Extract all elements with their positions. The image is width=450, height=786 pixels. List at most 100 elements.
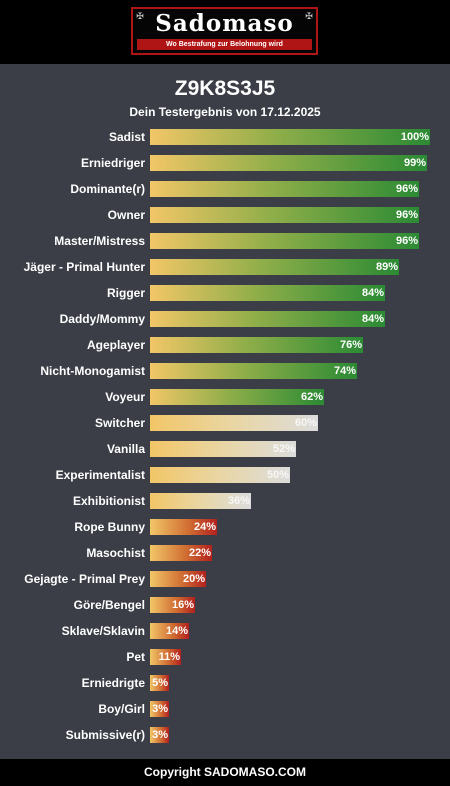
result-row: Ageplayer 76% [0, 336, 450, 354]
result-row: Pet 11% [0, 648, 450, 666]
category-label: Nicht-Monogamist [40, 364, 145, 378]
score-bar: 76% [150, 337, 363, 353]
category-label: Daddy/Mommy [59, 312, 145, 326]
result-title: Z9K8S3J5 [174, 77, 276, 100]
result-row: Göre/Bengel 16% [0, 596, 450, 614]
score-value-label: 60% [294, 417, 317, 429]
score-bar: 99% [150, 155, 427, 171]
score-value-label: 52% [272, 443, 295, 455]
score-bar: 96% [150, 233, 419, 249]
result-row: Vanilla 52% [0, 440, 450, 458]
result-row: Masochist 22% [0, 544, 450, 562]
score-value-label: 84% [361, 287, 384, 299]
category-label: Göre/Bengel [73, 598, 145, 612]
site-logo[interactable]: ✠ ✠ Sadomaso Wo Bestrafung zur Belohnung… [131, 7, 318, 55]
category-label: Erniedrigte [81, 676, 145, 690]
result-row: Erniedrigte 5% [0, 674, 450, 692]
result-row: Daddy/Mommy 84% [0, 310, 450, 328]
result-subtitle: Dein Testergebnis von 17.12.2025 [129, 105, 321, 119]
score-bar: 74% [150, 363, 357, 379]
category-label: Erniedriger [80, 156, 145, 170]
score-value-label: 22% [188, 547, 211, 559]
result-row: Rope Bunny 24% [0, 518, 450, 536]
score-value-label: 62% [300, 391, 323, 403]
category-label: Exhibitionist [73, 494, 145, 508]
result-row: Switcher 60% [0, 414, 450, 432]
score-value-label: 14% [165, 625, 188, 637]
score-bar: 50% [150, 467, 290, 483]
footer: Copyright SADOMASO.COM [0, 759, 450, 786]
category-label: Ageplayer [86, 338, 145, 352]
score-value-label: 36% [227, 495, 250, 507]
category-label: Master/Mistress [54, 234, 145, 248]
category-label: Dominante(r) [70, 182, 145, 196]
category-label: Gejagte - Primal Prey [24, 572, 145, 586]
category-label: Submissive(r) [65, 728, 145, 742]
score-value-label: 84% [361, 313, 384, 325]
result-row: Rigger 84% [0, 284, 450, 302]
result-row: Jäger - Primal Hunter 89% [0, 258, 450, 276]
score-bar: 20% [150, 571, 206, 587]
result-row: Submissive(r) 3% [0, 726, 450, 744]
score-value-label: 20% [182, 573, 205, 585]
score-value-label: 100% [400, 131, 429, 143]
score-value-label: 11% [158, 651, 180, 663]
category-label: Sklave/Sklavin [61, 624, 145, 638]
category-label: Rigger [106, 286, 145, 300]
score-bar: 89% [150, 259, 399, 275]
copyright-text: Copyright SADOMASO.COM [144, 765, 306, 779]
score-bar: 100% [150, 129, 430, 145]
category-label: Pet [126, 650, 145, 664]
score-bar: 14% [150, 623, 189, 639]
score-value-label: 74% [333, 365, 356, 377]
logo-tagline: Wo Bestrafung zur Belohnung wird [137, 39, 312, 50]
score-value-label: 16% [171, 599, 194, 611]
score-value-label: 50% [266, 469, 289, 481]
score-bar: 22% [150, 545, 212, 561]
score-bar: 5% [150, 675, 169, 691]
result-row: Sklave/Sklavin 14% [0, 622, 450, 640]
category-label: Boy/Girl [98, 702, 145, 716]
result-row: Nicht-Monogamist 74% [0, 362, 450, 380]
score-value-label: 99% [403, 157, 426, 169]
score-bar: 3% [150, 727, 169, 743]
score-bar: 84% [150, 285, 385, 301]
result-row: Voyeur 62% [0, 388, 450, 406]
score-bar: 52% [150, 441, 296, 457]
result-row: Dominante(r) 96% [0, 180, 450, 198]
score-bar: 11% [150, 649, 181, 665]
site-header: ✠ ✠ Sadomaso Wo Bestrafung zur Belohnung… [0, 0, 450, 64]
score-value-label: 96% [395, 209, 418, 221]
score-bar: 16% [150, 597, 195, 613]
score-bar: 36% [150, 493, 251, 509]
cross-ornament-icon: ✠ [305, 11, 313, 21]
score-bar: 60% [150, 415, 318, 431]
category-label: Masochist [86, 546, 145, 560]
score-bar: 96% [150, 207, 419, 223]
score-bar: 96% [150, 181, 419, 197]
score-value-label: 3% [152, 703, 168, 715]
category-label: Voyeur [105, 390, 145, 404]
logo-text: Sadomaso [155, 10, 294, 37]
cross-ornament-icon: ✠ [136, 11, 144, 21]
score-value-label: 76% [339, 339, 362, 351]
score-bar: 62% [150, 389, 324, 405]
result-row: Gejagte - Primal Prey 20% [0, 570, 450, 588]
category-label: Switcher [94, 416, 145, 430]
score-value-label: 24% [193, 521, 216, 533]
result-row: Erniedriger 99% [0, 154, 450, 172]
result-row: Experimentalist 50% [0, 466, 450, 484]
result-row: Boy/Girl 3% [0, 700, 450, 718]
score-value-label: 89% [375, 261, 398, 273]
result-row: Master/Mistress 96% [0, 232, 450, 250]
category-label: Sadist [108, 130, 145, 144]
result-row: Exhibitionist 36% [0, 492, 450, 510]
result-row: Sadist 100% [0, 128, 450, 146]
score-value-label: 3% [152, 729, 168, 741]
score-bar: 24% [150, 519, 217, 535]
category-label: Vanilla [106, 442, 145, 456]
score-value-label: 96% [395, 235, 418, 247]
category-label: Experimentalist [55, 468, 145, 482]
category-label: Jäger - Primal Hunter [23, 260, 145, 274]
score-bar: 84% [150, 311, 385, 327]
